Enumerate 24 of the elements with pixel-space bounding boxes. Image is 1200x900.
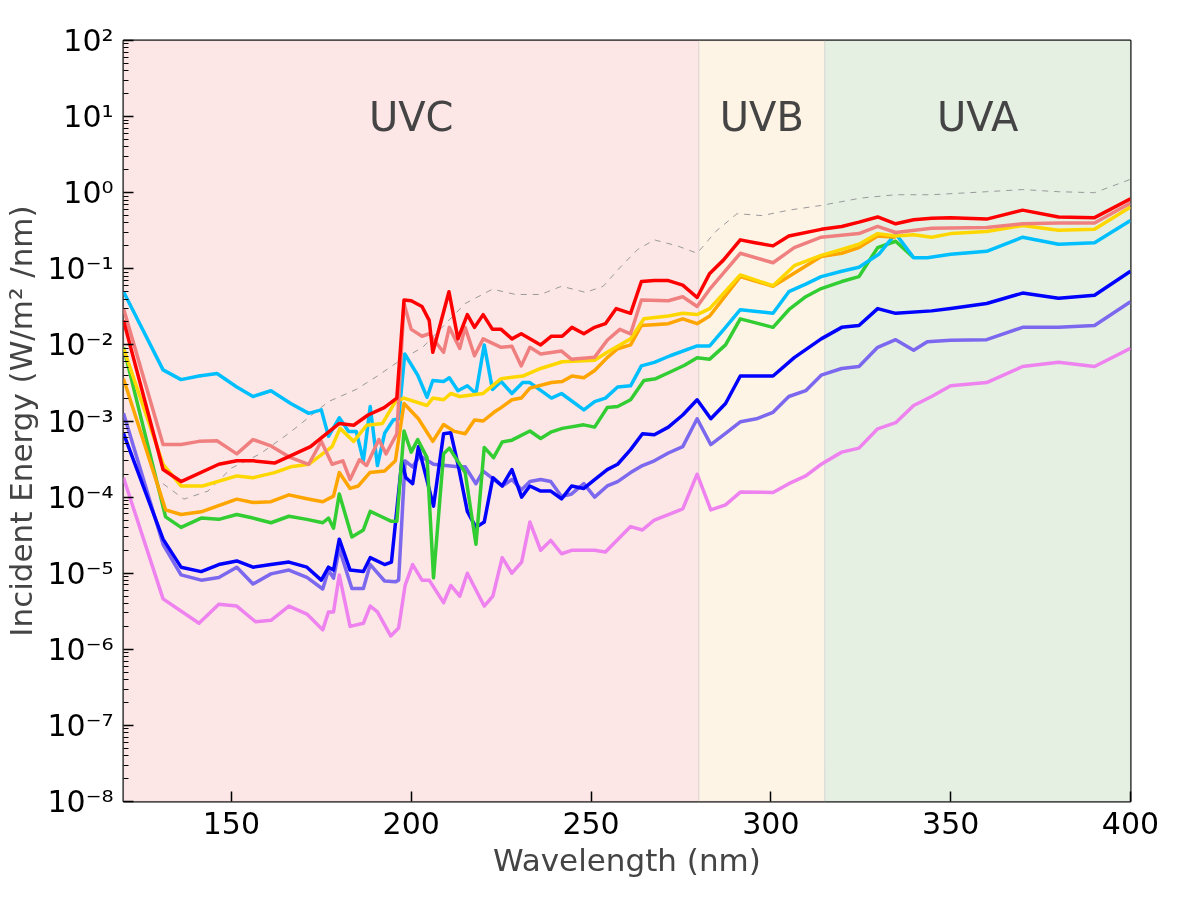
y-tick-label: 10⁻³ bbox=[47, 403, 114, 439]
line-series bbox=[123, 234, 898, 517]
x-tick-label: 300 bbox=[742, 805, 800, 841]
y-tick-label: 10⁻⁷ bbox=[47, 707, 114, 743]
y-tick-label: 10¹ bbox=[63, 99, 114, 135]
x-tick-label: 250 bbox=[562, 805, 620, 841]
x-axis-title: Wavelength (nm) bbox=[493, 841, 761, 878]
band-label: UVA bbox=[936, 93, 1020, 140]
y-tick-label: 10⁻⁸ bbox=[47, 784, 114, 819]
y-tick-label: 10⁰ bbox=[63, 175, 114, 211]
y-tick-label: 10⁻² bbox=[47, 327, 114, 363]
y-tick-label: 10² bbox=[63, 23, 114, 58]
y-tick-label: 10⁻¹ bbox=[47, 251, 114, 287]
y-tick-label: 10⁻⁶ bbox=[47, 631, 114, 667]
x-tick-label: 350 bbox=[922, 805, 980, 841]
x-tick-label: 400 bbox=[1101, 805, 1160, 841]
y-tick-label: 10⁻⁵ bbox=[47, 555, 114, 591]
y-tick-label: 10⁻⁴ bbox=[47, 479, 114, 515]
band-label: UVB bbox=[719, 93, 804, 140]
line-series bbox=[123, 346, 1131, 638]
x-tick-label: 200 bbox=[382, 805, 440, 841]
band-label: UVC bbox=[368, 93, 454, 140]
y-axis-title: Incident Energy (W/m² /nm) bbox=[3, 205, 40, 637]
x-tick-label: 150 bbox=[202, 805, 261, 841]
